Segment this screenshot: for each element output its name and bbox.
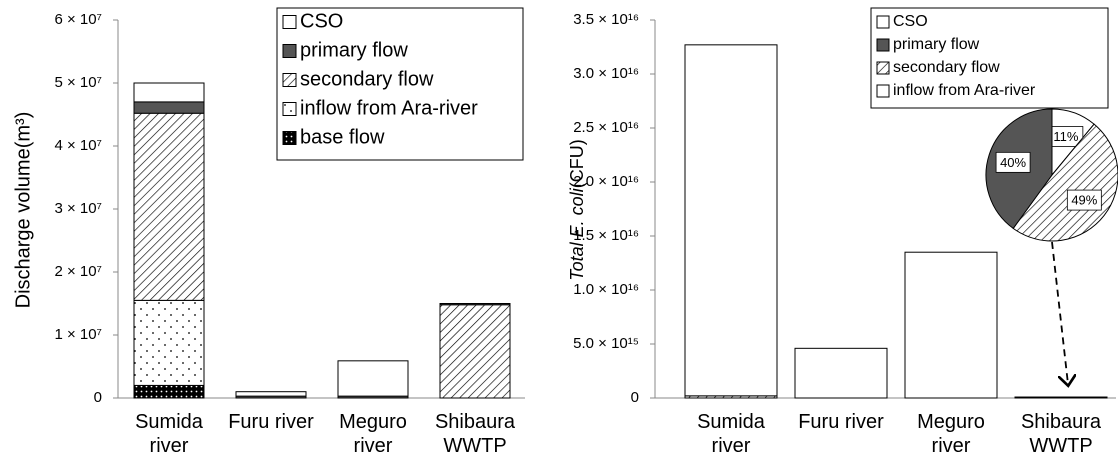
y-tick-label: 0 [94, 389, 102, 406]
pie-label-box [995, 151, 1031, 173]
bar-segment [439, 304, 511, 399]
y-tick-label: 2 × 10⁷ [54, 263, 102, 280]
x-tick-label: Shibaura WWTP [434, 411, 516, 457]
y-axis-label-italic: Total E. coli [567, 187, 587, 280]
y-tick-label: 6 × 10⁷ [54, 11, 102, 28]
bar-segment [337, 360, 409, 397]
bar-segment [133, 101, 205, 114]
legend-swatch [282, 15, 297, 29]
pie-label: 40% [1000, 155, 1026, 170]
y-tick-label: 1 × 10⁷ [54, 326, 102, 343]
legend-label: CSO [893, 13, 928, 30]
pie-label-box [1066, 189, 1102, 211]
y-tick-label: 0 [631, 389, 639, 406]
legend-swatch [876, 61, 890, 75]
x-tick-label: Sumida river [697, 411, 765, 457]
y-axis-label: Discharge volume(m³) [12, 112, 34, 309]
legend-label: secondary flow [893, 59, 1000, 76]
y-tick-label: 5.0 × 10¹⁵ [573, 335, 639, 352]
legend-label: inflow from Ara-river [300, 97, 478, 119]
y-tick-label: 3.5 × 10¹⁶ [573, 11, 639, 28]
legend-swatch [876, 38, 890, 52]
pie-label: 49% [1071, 193, 1097, 208]
legend-swatch [282, 102, 297, 116]
bar-segment [235, 391, 307, 397]
bar-segment [439, 303, 511, 306]
y-tick-label: 1.5 × 10¹⁶ [573, 227, 639, 244]
legend-label: primary flow [893, 36, 980, 53]
pie-label: 11% [1053, 129, 1078, 144]
pie-slice [1012, 123, 1118, 242]
x-tick-label: Furu river [798, 411, 884, 433]
legend-box [276, 7, 524, 161]
bar-segment [133, 82, 205, 103]
y-axis-label: Total E. coli(CFU) [567, 139, 587, 280]
x-tick-label: Meguro river [339, 411, 407, 457]
legend-box [870, 7, 1109, 109]
y-tick-label: 5 × 10⁷ [54, 74, 102, 91]
y-tick-label: 3 × 10⁷ [54, 200, 102, 217]
y-tick-label: 1.0 × 10¹⁶ [573, 281, 639, 298]
legend-swatch [282, 73, 297, 87]
legend-label: primary flow [300, 39, 408, 61]
legend-swatch [876, 15, 890, 29]
y-tick-label: 2.5 × 10¹⁶ [573, 119, 639, 136]
y-axis-label-unit: (CFU) [567, 139, 587, 188]
x-tick-label: Furu river [228, 411, 314, 433]
y-tick-label: 4 × 10⁷ [54, 137, 102, 154]
bar-segment [904, 251, 998, 399]
bar-segment [133, 299, 205, 386]
legend-label: base flow [300, 126, 385, 148]
y-tick-label: 3.0 × 10¹⁶ [573, 65, 639, 82]
legend-swatch [282, 131, 297, 145]
y-tick-label: 2.0 × 10¹⁶ [573, 173, 639, 190]
legend-label: secondary flow [300, 68, 434, 90]
legend-swatch [876, 84, 890, 98]
bar-segment [794, 347, 888, 399]
x-tick-label: Shibaura WWTP [1020, 411, 1102, 457]
legend-label: inflow from Ara-river [893, 82, 1036, 99]
legend-swatch [282, 44, 297, 58]
bar-segment [684, 44, 778, 397]
x-tick-label: Sumida river [135, 411, 203, 457]
legend-label: CSO [300, 10, 343, 32]
bar-segment [133, 112, 205, 301]
pointer-arrow [1051, 241, 1068, 384]
bar-segment [133, 384, 205, 399]
x-tick-label: Meguro river [917, 411, 985, 457]
